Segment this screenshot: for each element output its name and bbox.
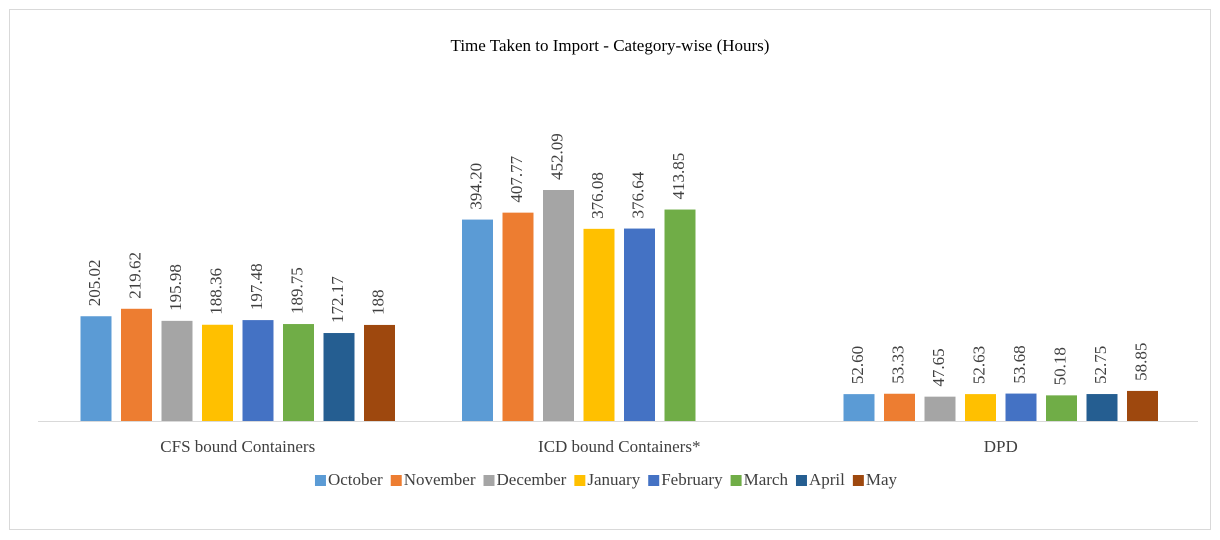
legend-swatch bbox=[574, 475, 586, 486]
value-label: 52.75 bbox=[1091, 346, 1110, 384]
bar bbox=[965, 394, 996, 421]
chart-title: Time Taken to Import - Category-wise (Ho… bbox=[451, 36, 770, 55]
bar bbox=[80, 316, 112, 421]
bar bbox=[884, 393, 915, 421]
legend-label: May bbox=[866, 470, 898, 489]
value-label: 394.20 bbox=[466, 163, 485, 210]
value-label: 407.77 bbox=[507, 155, 526, 202]
bar bbox=[283, 324, 314, 421]
bar bbox=[462, 219, 493, 421]
legend-label: March bbox=[744, 470, 789, 489]
value-label: 189.75 bbox=[287, 267, 306, 314]
value-label: 219.62 bbox=[125, 252, 144, 299]
legend-swatch bbox=[648, 475, 660, 486]
bar bbox=[202, 324, 233, 421]
value-label: 188.36 bbox=[206, 268, 225, 315]
legend-swatch bbox=[483, 475, 495, 486]
value-label: 197.48 bbox=[247, 263, 266, 310]
value-label: 172.17 bbox=[328, 276, 347, 323]
bar bbox=[664, 209, 696, 421]
legend-swatch bbox=[314, 475, 326, 486]
value-label: 413.85 bbox=[669, 153, 688, 200]
legend-label: January bbox=[587, 470, 640, 489]
bar bbox=[1086, 394, 1118, 421]
x-tick-label: DPD bbox=[984, 437, 1018, 456]
value-label: 47.65 bbox=[929, 348, 948, 386]
value-label: 50.18 bbox=[1050, 347, 1069, 385]
legend-label: February bbox=[661, 470, 723, 489]
bar bbox=[624, 228, 655, 421]
legend-label: December bbox=[497, 470, 567, 489]
bar bbox=[323, 333, 355, 421]
bar bbox=[161, 320, 193, 421]
legend-label: November bbox=[404, 470, 476, 489]
legend-swatch bbox=[852, 475, 864, 486]
bar bbox=[924, 396, 956, 421]
value-label: 52.60 bbox=[848, 346, 867, 384]
bar bbox=[1127, 390, 1158, 421]
bar bbox=[543, 190, 574, 421]
x-tick-label: ICD bound Containers* bbox=[538, 437, 700, 456]
value-label: 53.33 bbox=[888, 346, 907, 384]
value-label: 205.02 bbox=[85, 259, 104, 306]
legend-swatch bbox=[795, 475, 807, 486]
bar bbox=[364, 324, 395, 421]
bar bbox=[583, 228, 615, 421]
bar bbox=[242, 320, 274, 421]
value-label: 452.09 bbox=[547, 133, 566, 180]
bar bbox=[1005, 393, 1037, 421]
value-label: 53.68 bbox=[1010, 345, 1029, 383]
value-label: 188 bbox=[368, 289, 387, 315]
value-label: 58.85 bbox=[1131, 343, 1150, 381]
bar bbox=[1046, 395, 1077, 421]
bar bbox=[843, 394, 875, 421]
bar bbox=[502, 212, 534, 421]
value-label: 52.63 bbox=[969, 346, 988, 384]
legend-swatch bbox=[730, 475, 742, 486]
bar bbox=[121, 308, 152, 421]
legend-label: October bbox=[328, 470, 383, 489]
legend-label: April bbox=[809, 470, 845, 489]
x-tick-label: CFS bound Containers bbox=[160, 437, 315, 456]
legend-swatch bbox=[390, 475, 402, 486]
value-label: 376.08 bbox=[588, 172, 607, 219]
value-label: 376.64 bbox=[628, 171, 647, 218]
value-label: 195.98 bbox=[166, 264, 185, 311]
